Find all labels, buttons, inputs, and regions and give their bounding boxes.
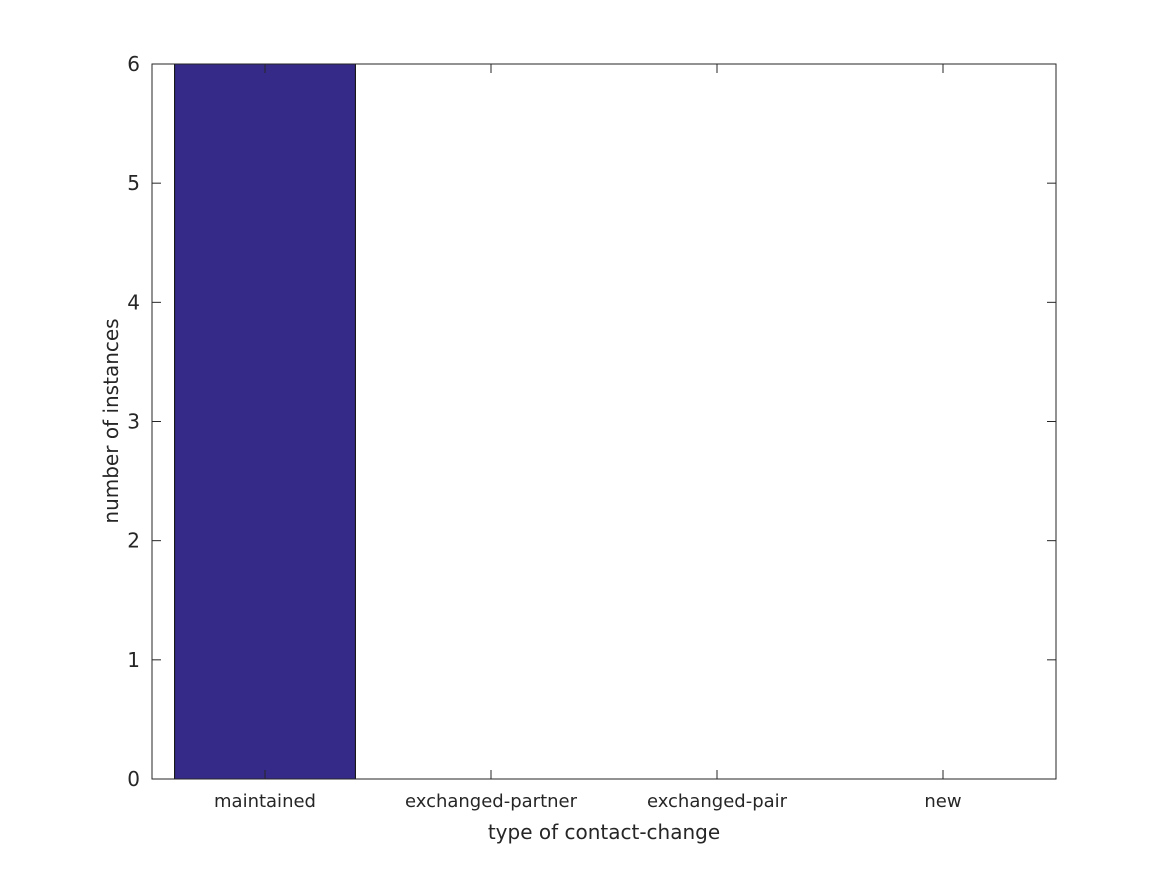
x-axis-label: type of contact-change [488, 820, 720, 844]
y-tick-label: 6 [127, 52, 140, 76]
y-tick-label: 4 [127, 290, 140, 314]
x-tick-label: new [924, 791, 961, 812]
y-tick-label: 3 [127, 410, 140, 434]
y-tick-label: 1 [127, 648, 140, 672]
y-tick-label: 2 [127, 529, 140, 553]
y-tick-label: 5 [127, 171, 140, 195]
x-tick-label: exchanged-pair [647, 791, 788, 812]
y-axis-label: number of instances [99, 318, 123, 523]
x-tick-label: exchanged-partner [405, 791, 578, 812]
y-tick-label: 0 [127, 767, 140, 791]
bar-maintained [174, 63, 356, 780]
x-tick-label: maintained [214, 791, 316, 812]
